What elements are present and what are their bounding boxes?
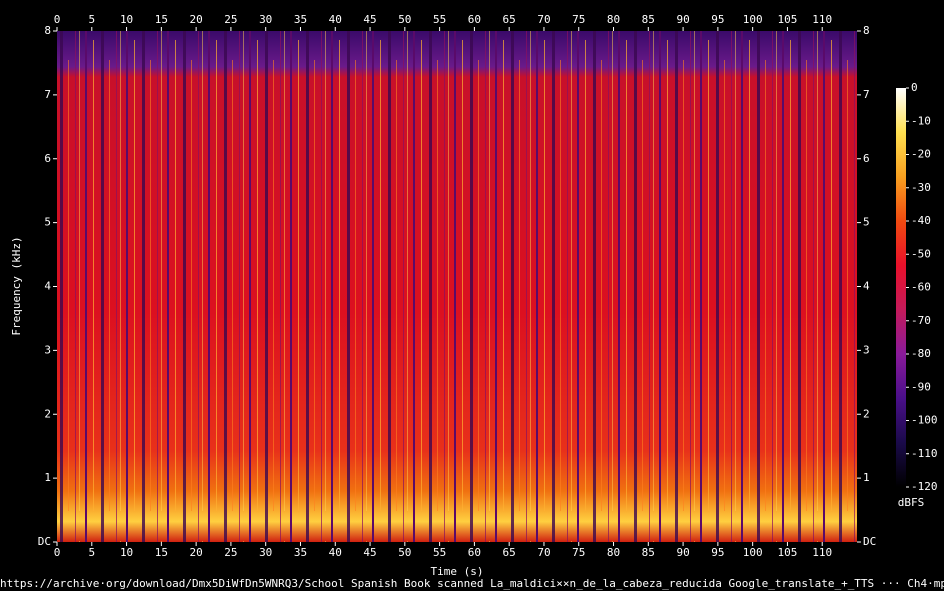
colorbar-tick-label: 0 <box>911 81 918 94</box>
colorbar-tick-label: -110 <box>911 447 938 460</box>
x-tick-label: 110 <box>812 546 832 559</box>
x-tick-label: 65 <box>503 13 516 26</box>
y-tick-label: 8 <box>863 24 870 37</box>
y-tick-label: 5 <box>44 216 51 229</box>
x-tick-label: 65 <box>503 546 516 559</box>
x-tick-label: 95 <box>711 546 724 559</box>
y-tick-label: 5 <box>863 216 870 229</box>
y-tick-label: 4 <box>44 280 51 293</box>
y-tick-label: 4 <box>863 280 870 293</box>
x-tick-label: 15 <box>155 13 168 26</box>
y-tick-label: 7 <box>44 88 51 101</box>
y-tick-label: 1 <box>44 471 51 484</box>
x-tick-label: 20 <box>190 13 203 26</box>
y-tick-label: 1 <box>863 471 870 484</box>
x-tick-label: 95 <box>711 13 724 26</box>
colorbar-tick-label: -30 <box>911 181 931 194</box>
x-tick-label: 15 <box>155 546 168 559</box>
x-tick-label: 0 <box>54 13 61 26</box>
x-tick-label: 70 <box>537 13 550 26</box>
x-tick-label: 30 <box>259 546 272 559</box>
colorbar-tick-label: -120 <box>911 480 938 493</box>
y-tick-label: 7 <box>863 88 870 101</box>
x-axis-label: Time (s) <box>431 565 484 578</box>
x-tick-label: 105 <box>777 546 797 559</box>
x-tick-label: 10 <box>120 13 133 26</box>
x-tick-label: 85 <box>642 546 655 559</box>
x-tick-label: 50 <box>398 546 411 559</box>
y-tick-label: DC <box>38 535 51 548</box>
x-tick-label: 50 <box>398 13 411 26</box>
colorbar-tick-label: -10 <box>911 114 931 127</box>
x-tick-label: 85 <box>642 13 655 26</box>
x-tick-label: 90 <box>676 13 689 26</box>
y-tick-label: 3 <box>44 343 51 356</box>
colorbar-tick-label: -20 <box>911 148 931 161</box>
colorbar-tick-label: -70 <box>911 314 931 327</box>
x-tick-label: 75 <box>572 546 585 559</box>
colorbar-tick-label: -90 <box>911 380 931 393</box>
x-tick-label: 20 <box>190 546 203 559</box>
y-tick-label: 2 <box>44 407 51 420</box>
x-tick-label: 5 <box>88 546 95 559</box>
y-tick-label: 8 <box>44 24 51 37</box>
x-tick-label: 35 <box>294 546 307 559</box>
y-tick-label: 6 <box>863 152 870 165</box>
x-tick-label: 10 <box>120 546 133 559</box>
x-tick-label: 0 <box>54 546 61 559</box>
x-tick-label: 80 <box>607 13 620 26</box>
colorbar-tick-label: -100 <box>911 414 938 427</box>
x-tick-label: 100 <box>743 13 763 26</box>
y-tick-label: 6 <box>44 152 51 165</box>
x-tick-label: 105 <box>777 13 797 26</box>
colorbar-tick-label: -50 <box>911 247 931 260</box>
x-tick-label: 110 <box>812 13 832 26</box>
spectrogram-texture <box>57 31 857 542</box>
colorbar-tick-label: -80 <box>911 347 931 360</box>
colorbar-tick-label: -60 <box>911 281 931 294</box>
x-tick-label: 40 <box>329 546 342 559</box>
x-tick-label: 25 <box>224 13 237 26</box>
x-tick-label: 80 <box>607 546 620 559</box>
colorbar-tick-label: -40 <box>911 214 931 227</box>
x-tick-label: 90 <box>676 546 689 559</box>
y-tick-label: 3 <box>863 343 870 356</box>
colorbar <box>896 88 906 487</box>
x-tick-label: 35 <box>294 13 307 26</box>
x-tick-label: 55 <box>433 546 446 559</box>
x-tick-label: 60 <box>468 13 481 26</box>
x-tick-label: 25 <box>224 546 237 559</box>
y-axis-label: Frequency (kHz) <box>10 236 23 335</box>
x-tick-label: 5 <box>88 13 95 26</box>
footer: https://archive·org/download/Dmx5DiWfDn5… <box>0 577 944 590</box>
y-tick-label: 2 <box>863 407 870 420</box>
x-tick-label: 45 <box>363 13 376 26</box>
x-tick-label: 60 <box>468 546 481 559</box>
x-tick-label: 70 <box>537 546 550 559</box>
colorbar-label: dBFS <box>898 496 925 509</box>
x-tick-label: 45 <box>363 546 376 559</box>
y-tick-label: DC <box>863 535 876 548</box>
x-tick-label: 75 <box>572 13 585 26</box>
x-tick-label: 55 <box>433 13 446 26</box>
x-tick-label: 40 <box>329 13 342 26</box>
x-tick-label: 100 <box>743 546 763 559</box>
x-tick-label: 30 <box>259 13 272 26</box>
